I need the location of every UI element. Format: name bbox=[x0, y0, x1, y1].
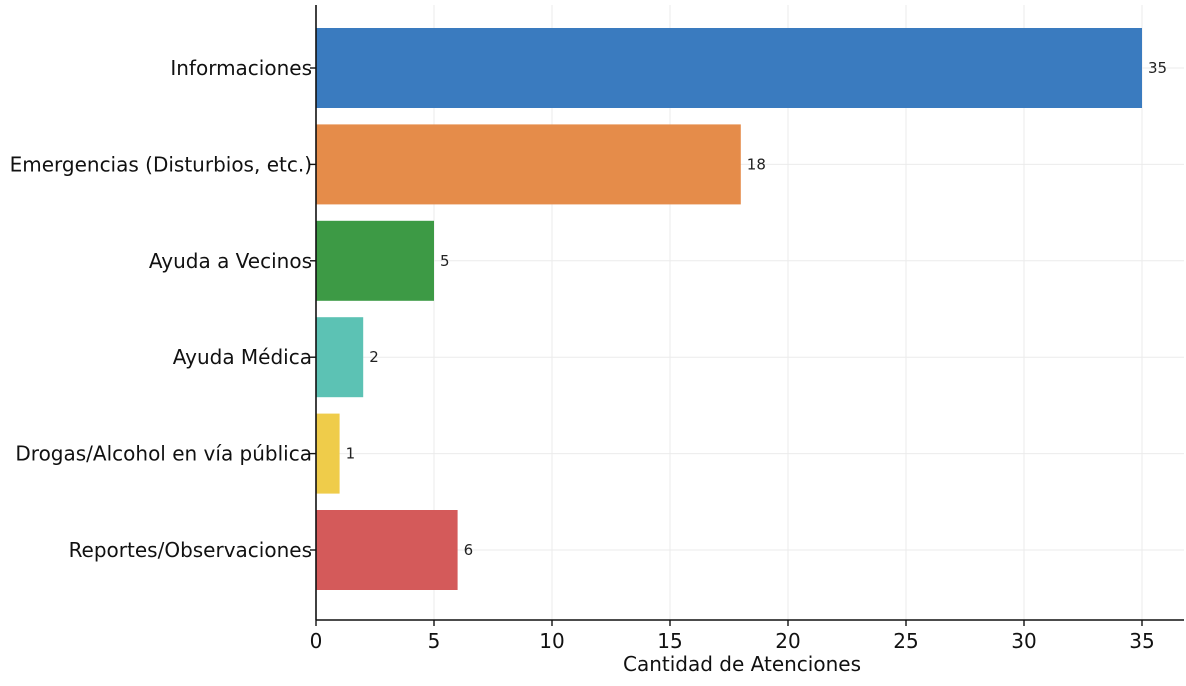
bar-1 bbox=[316, 124, 741, 205]
x-tick-label: 5 bbox=[428, 629, 441, 653]
x-tick-label: 25 bbox=[893, 629, 918, 653]
x-tick-label: 0 bbox=[310, 629, 323, 653]
category-label: Informaciones bbox=[170, 56, 312, 80]
value-label: 2 bbox=[369, 348, 379, 366]
value-label: 35 bbox=[1148, 59, 1167, 77]
x-tick-label: 20 bbox=[775, 629, 800, 653]
axis-layer bbox=[315, 5, 1184, 621]
value-label: 1 bbox=[346, 445, 356, 463]
category-label: Reportes/Observaciones bbox=[69, 538, 312, 562]
x-tick-label: 35 bbox=[1129, 629, 1154, 653]
value-label: 5 bbox=[440, 252, 450, 270]
x-tick-label: 10 bbox=[539, 629, 564, 653]
x-tick-label: 15 bbox=[657, 629, 682, 653]
value-label: 18 bbox=[747, 155, 766, 173]
bar-3 bbox=[316, 317, 364, 398]
x-axis-title: Cantidad de Atenciones bbox=[623, 652, 861, 676]
category-label: Ayuda a Vecinos bbox=[149, 249, 312, 273]
bar-5 bbox=[316, 510, 458, 590]
x-tick-label: 30 bbox=[1011, 629, 1036, 653]
value-label: 6 bbox=[464, 541, 474, 559]
bar-2 bbox=[316, 220, 434, 301]
bar-0 bbox=[316, 28, 1142, 108]
category-label: Drogas/Alcohol en vía pública bbox=[15, 442, 312, 466]
category-label: Ayuda Médica bbox=[173, 345, 312, 369]
category-label: Emergencias (Disturbios, etc.) bbox=[10, 152, 312, 176]
bar-layer bbox=[316, 28, 1142, 590]
bar-4 bbox=[316, 413, 340, 494]
